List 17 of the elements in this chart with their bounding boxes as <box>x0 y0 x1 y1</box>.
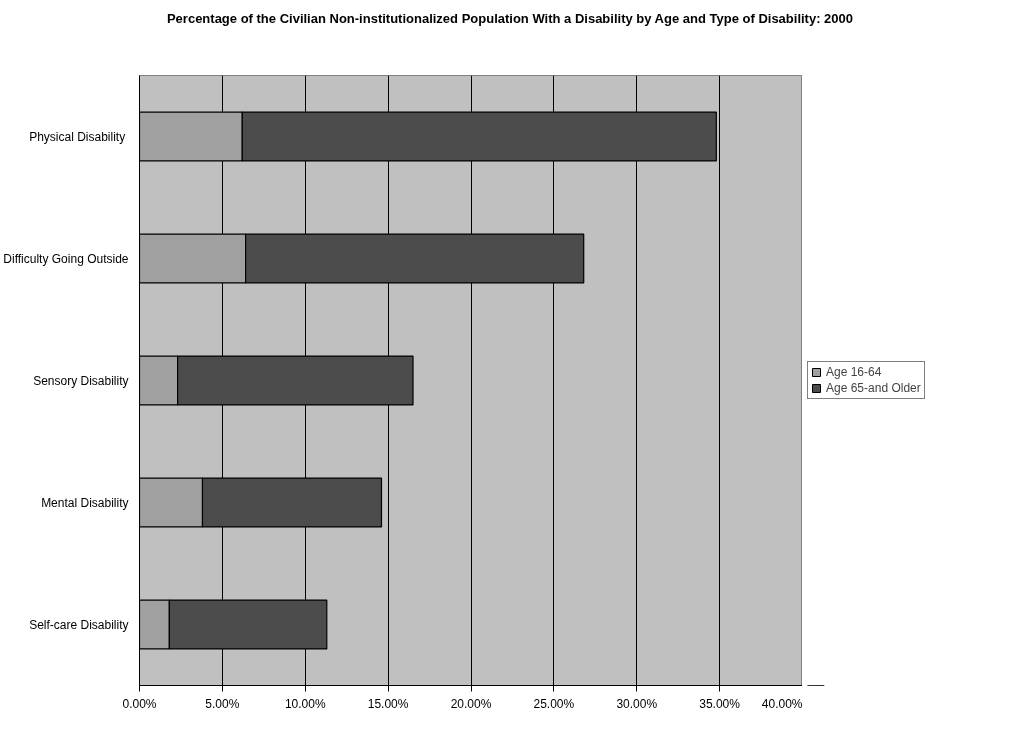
x-tick-label: 15.00% <box>367 696 409 711</box>
x-tick-label: 10.00% <box>284 696 326 711</box>
x-tick-label: 0.00% <box>122 696 157 711</box>
y-tick-label: Difficulty Going Outside <box>3 251 129 266</box>
x-tick-label: 35.00% <box>699 696 741 711</box>
chart-title: Percentage of the Civilian Non-institutionalized Population With a Disability by Age and Type of Disability: 2000 <box>166 10 854 28</box>
x-tick-label: 40.00% <box>761 696 803 711</box>
x-tick-label: 20.00% <box>450 696 492 711</box>
y-tick-label: Sensory Disability <box>33 373 129 388</box>
x-tick-label: 30.00% <box>616 696 658 711</box>
x-tick-label: 25.00% <box>533 696 575 711</box>
x-tick-label: 5.00% <box>205 696 240 711</box>
legend-label: Age 65-and Older <box>826 381 921 395</box>
y-tick-label: Mental Disability <box>41 495 129 510</box>
y-tick-label: Physical Disability <box>29 129 126 144</box>
legend-label: Age 16-64 <box>826 365 882 379</box>
y-tick-label: Self-care Disability <box>29 617 129 632</box>
